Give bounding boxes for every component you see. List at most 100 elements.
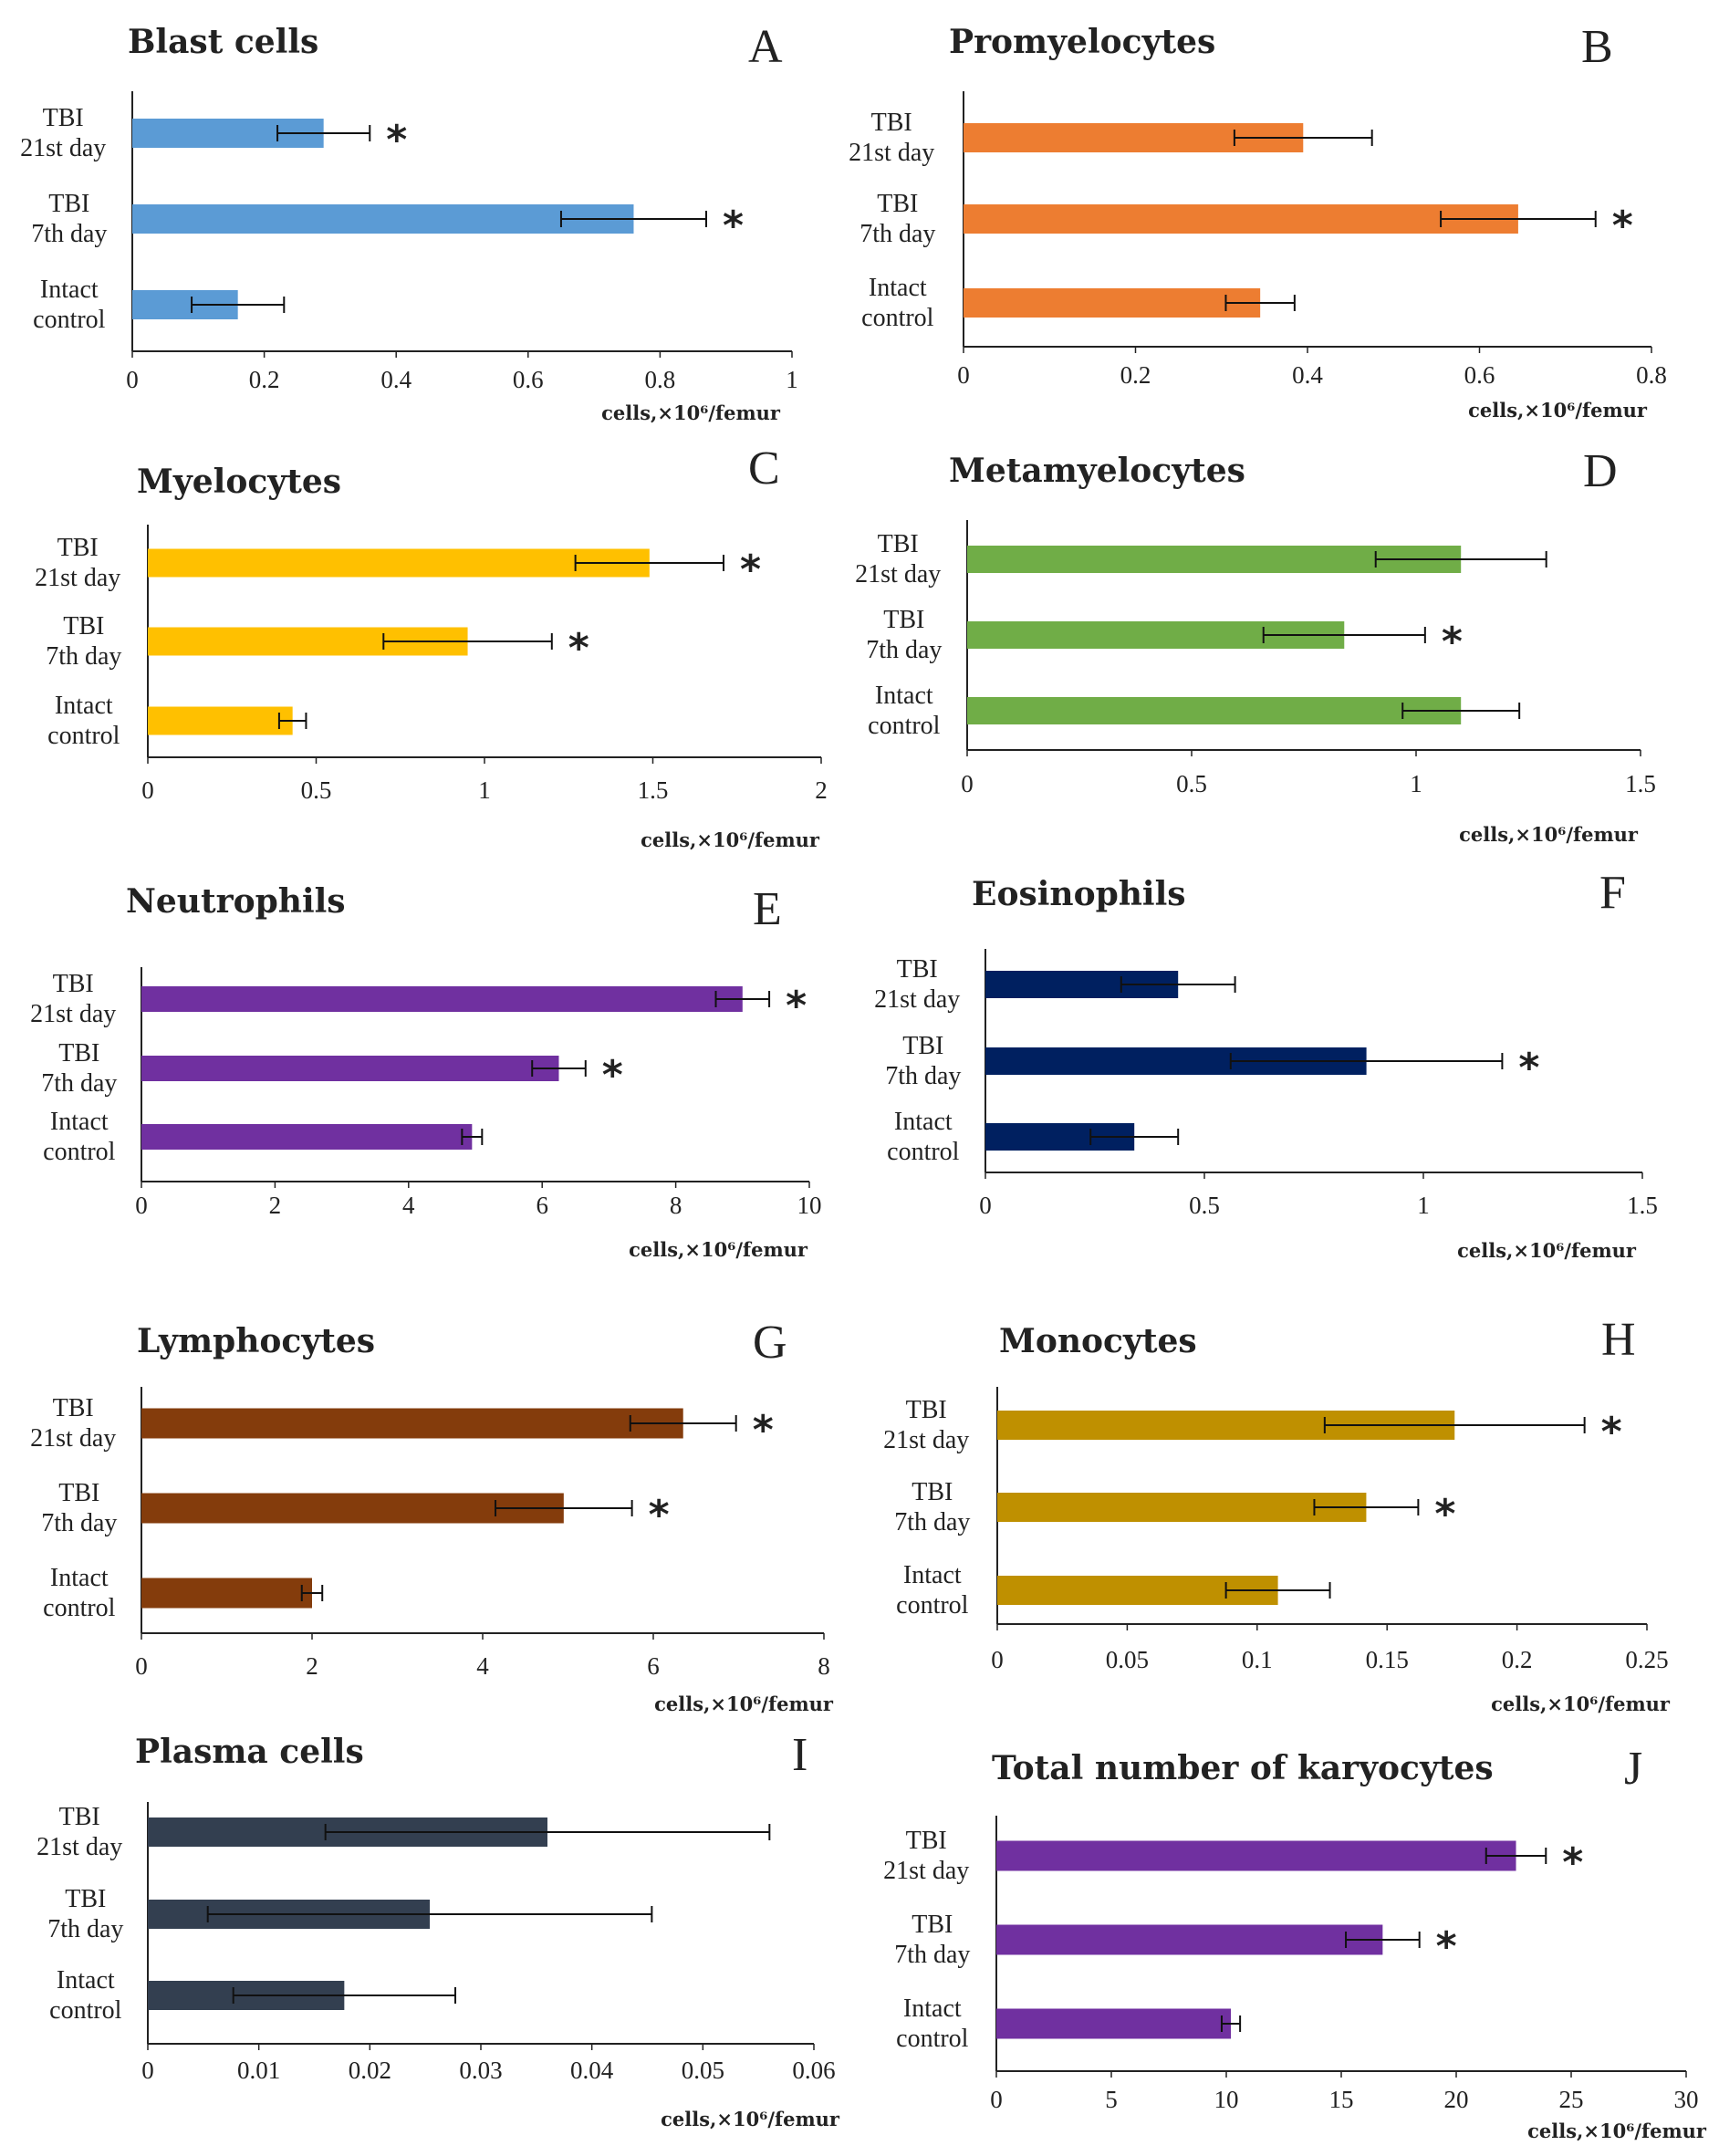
chart-title: Lymphocytes xyxy=(137,1322,375,1360)
category-label-intact-control: Intact control xyxy=(861,274,934,332)
category-label-line: Intact xyxy=(875,682,933,710)
bar-intact-control xyxy=(141,1578,312,1609)
category-label-tbi-21st-day: TBI 21st day xyxy=(36,1803,122,1861)
x-tick-label: 0.6 xyxy=(1464,361,1495,389)
x-tick-label: 2 xyxy=(306,1652,318,1680)
x-axis-label: cells,×10⁶/femur xyxy=(629,1238,808,1261)
bar-tbi-7th-day xyxy=(141,1493,564,1524)
category-label-tbi-7th-day: TBI 7th day xyxy=(860,190,935,248)
category-label-line: TBI xyxy=(906,1827,947,1855)
chart-title: Plasma cells xyxy=(135,1733,364,1771)
x-tick-label: 1 xyxy=(478,776,491,804)
category-label-line: TBI xyxy=(59,1803,100,1831)
x-tick-label: 0.4 xyxy=(1292,361,1323,389)
significance-star: * xyxy=(1601,1409,1622,1455)
category-label-intact-control: Intact control xyxy=(896,1561,969,1620)
x-tick-label: 0.8 xyxy=(645,366,676,393)
category-label-line: control xyxy=(896,1591,969,1620)
category-label-line: 7th day xyxy=(894,1508,970,1536)
chart-panel-h: Monocytes H 0 0.05 0.1 0.15 0.2 0.25 cells,×10⁶/… xyxy=(883,1314,1671,1715)
bar-tbi-7th-day xyxy=(996,1924,1383,1955)
bar-intact-control xyxy=(964,288,1261,318)
x-tick-label: 0 xyxy=(961,770,974,797)
x-tick-label: 5 xyxy=(1105,2086,1118,2113)
x-tick-label: 0.8 xyxy=(1636,361,1667,389)
x-tick-label: 0.5 xyxy=(301,776,332,804)
significance-star: * xyxy=(1518,1045,1539,1091)
x-tick-label: 1.5 xyxy=(638,776,669,804)
bar-tbi-7th-day xyxy=(964,204,1518,234)
chart-title: Metamyelocytes xyxy=(949,452,1245,490)
category-label-line: 7th day xyxy=(31,220,107,248)
category-label-line: TBI xyxy=(906,1396,947,1424)
x-tick-label: 0.5 xyxy=(1176,770,1207,797)
panel-letter: J xyxy=(1624,1743,1642,1795)
chart-panel-c: Myelocytes C 0 0.5 1 1.5 2 cells,×10⁶/femur Inta… xyxy=(35,443,828,851)
significance-star: * xyxy=(1612,203,1633,249)
panel-letter: B xyxy=(1581,21,1613,73)
panel-letter: I xyxy=(792,1729,807,1781)
bar-intact-control xyxy=(967,697,1462,724)
bar-tbi-21st-day xyxy=(141,986,743,1012)
x-axis-label: cells,×10⁶/femur xyxy=(1457,1239,1637,1262)
category-label-tbi-7th-day: TBI 7th day xyxy=(31,190,107,248)
x-tick-label: 0.03 xyxy=(459,2057,502,2084)
panel-letter: C xyxy=(748,443,780,495)
significance-star: * xyxy=(1562,1839,1583,1886)
chart-title: Promyelocytes xyxy=(949,23,1215,61)
category-label-intact-control: Intact control xyxy=(896,1995,969,2053)
x-tick-label: 0.04 xyxy=(570,2057,614,2084)
chart-title: Neutrophils xyxy=(126,882,346,921)
bar-intact-control xyxy=(148,706,293,735)
x-tick-label: 0.5 xyxy=(1189,1192,1220,1219)
chart-title: Eosinophils xyxy=(972,875,1186,913)
significance-star: * xyxy=(1442,619,1463,665)
x-tick-label: 25 xyxy=(1559,2086,1584,2113)
category-label-tbi-7th-day: TBI 7th day xyxy=(894,1911,970,1969)
category-label-line: control xyxy=(868,712,941,740)
category-label-line: TBI xyxy=(65,1885,106,1913)
x-tick-label: 0.15 xyxy=(1366,1646,1409,1673)
x-tick-label: 0.25 xyxy=(1625,1646,1668,1673)
category-label-line: TBI xyxy=(43,104,84,132)
bar-tbi-7th-day xyxy=(141,1056,559,1081)
category-label-line: 21st day xyxy=(30,1424,116,1453)
x-tick-label: 0.05 xyxy=(682,2057,724,2084)
chart-panel-e: Neutrophils E 0 2 4 6 8 10 cells,×10⁶/femur Intac… xyxy=(30,882,821,1261)
chart-panel-i: Plasma cells I 0 0.01 0.02 0.03 0.04 0.05 0.06 ce… xyxy=(36,1729,840,2130)
chart-panel-g: Lymphocytes G 0 2 4 6 8 cells,×10⁶/femur Intact c… xyxy=(30,1317,834,1715)
panel-letter: F xyxy=(1599,867,1626,919)
category-label-line: Intact xyxy=(40,276,99,304)
category-label-intact-control: Intact control xyxy=(868,682,941,740)
x-axis-label: cells,×10⁶/femur xyxy=(1491,1693,1671,1715)
x-tick-label: 0 xyxy=(141,2057,154,2084)
chart-title: Blast cells xyxy=(128,23,318,61)
bar-tbi-7th-day xyxy=(132,204,634,234)
category-label-line: 7th day xyxy=(41,1509,117,1537)
category-label-line: 7th day xyxy=(860,220,935,248)
category-label-line: 21st day xyxy=(874,985,960,1014)
bar-tbi-7th-day xyxy=(997,1493,1367,1522)
x-axis-label: cells,×10⁶/femur xyxy=(654,1693,834,1715)
category-label-line: control xyxy=(47,722,120,750)
category-label-line: control xyxy=(33,306,106,334)
x-tick-label: 0 xyxy=(957,361,970,389)
category-label-tbi-7th-day: TBI 7th day xyxy=(41,1039,117,1098)
significance-star: * xyxy=(786,983,807,1029)
category-label-line: 21st day xyxy=(849,139,934,167)
x-tick-label: 0.06 xyxy=(792,2057,835,2084)
significance-star: * xyxy=(602,1052,623,1099)
category-label-line: TBI xyxy=(912,1911,953,1939)
x-tick-label: 0.01 xyxy=(237,2057,280,2084)
x-tick-label: 0 xyxy=(979,1192,992,1219)
category-label-intact-control: Intact control xyxy=(887,1108,960,1166)
x-tick-label: 15 xyxy=(1329,2086,1354,2113)
x-tick-label: 1 xyxy=(1410,770,1422,797)
category-label-line: TBI xyxy=(48,190,89,218)
category-label-line: control xyxy=(43,1594,116,1622)
x-tick-label: 0 xyxy=(135,1192,148,1219)
panel-letter: D xyxy=(1583,445,1618,497)
bar-intact-control xyxy=(996,2008,1232,2039)
chart-title: Myelocytes xyxy=(137,463,341,501)
